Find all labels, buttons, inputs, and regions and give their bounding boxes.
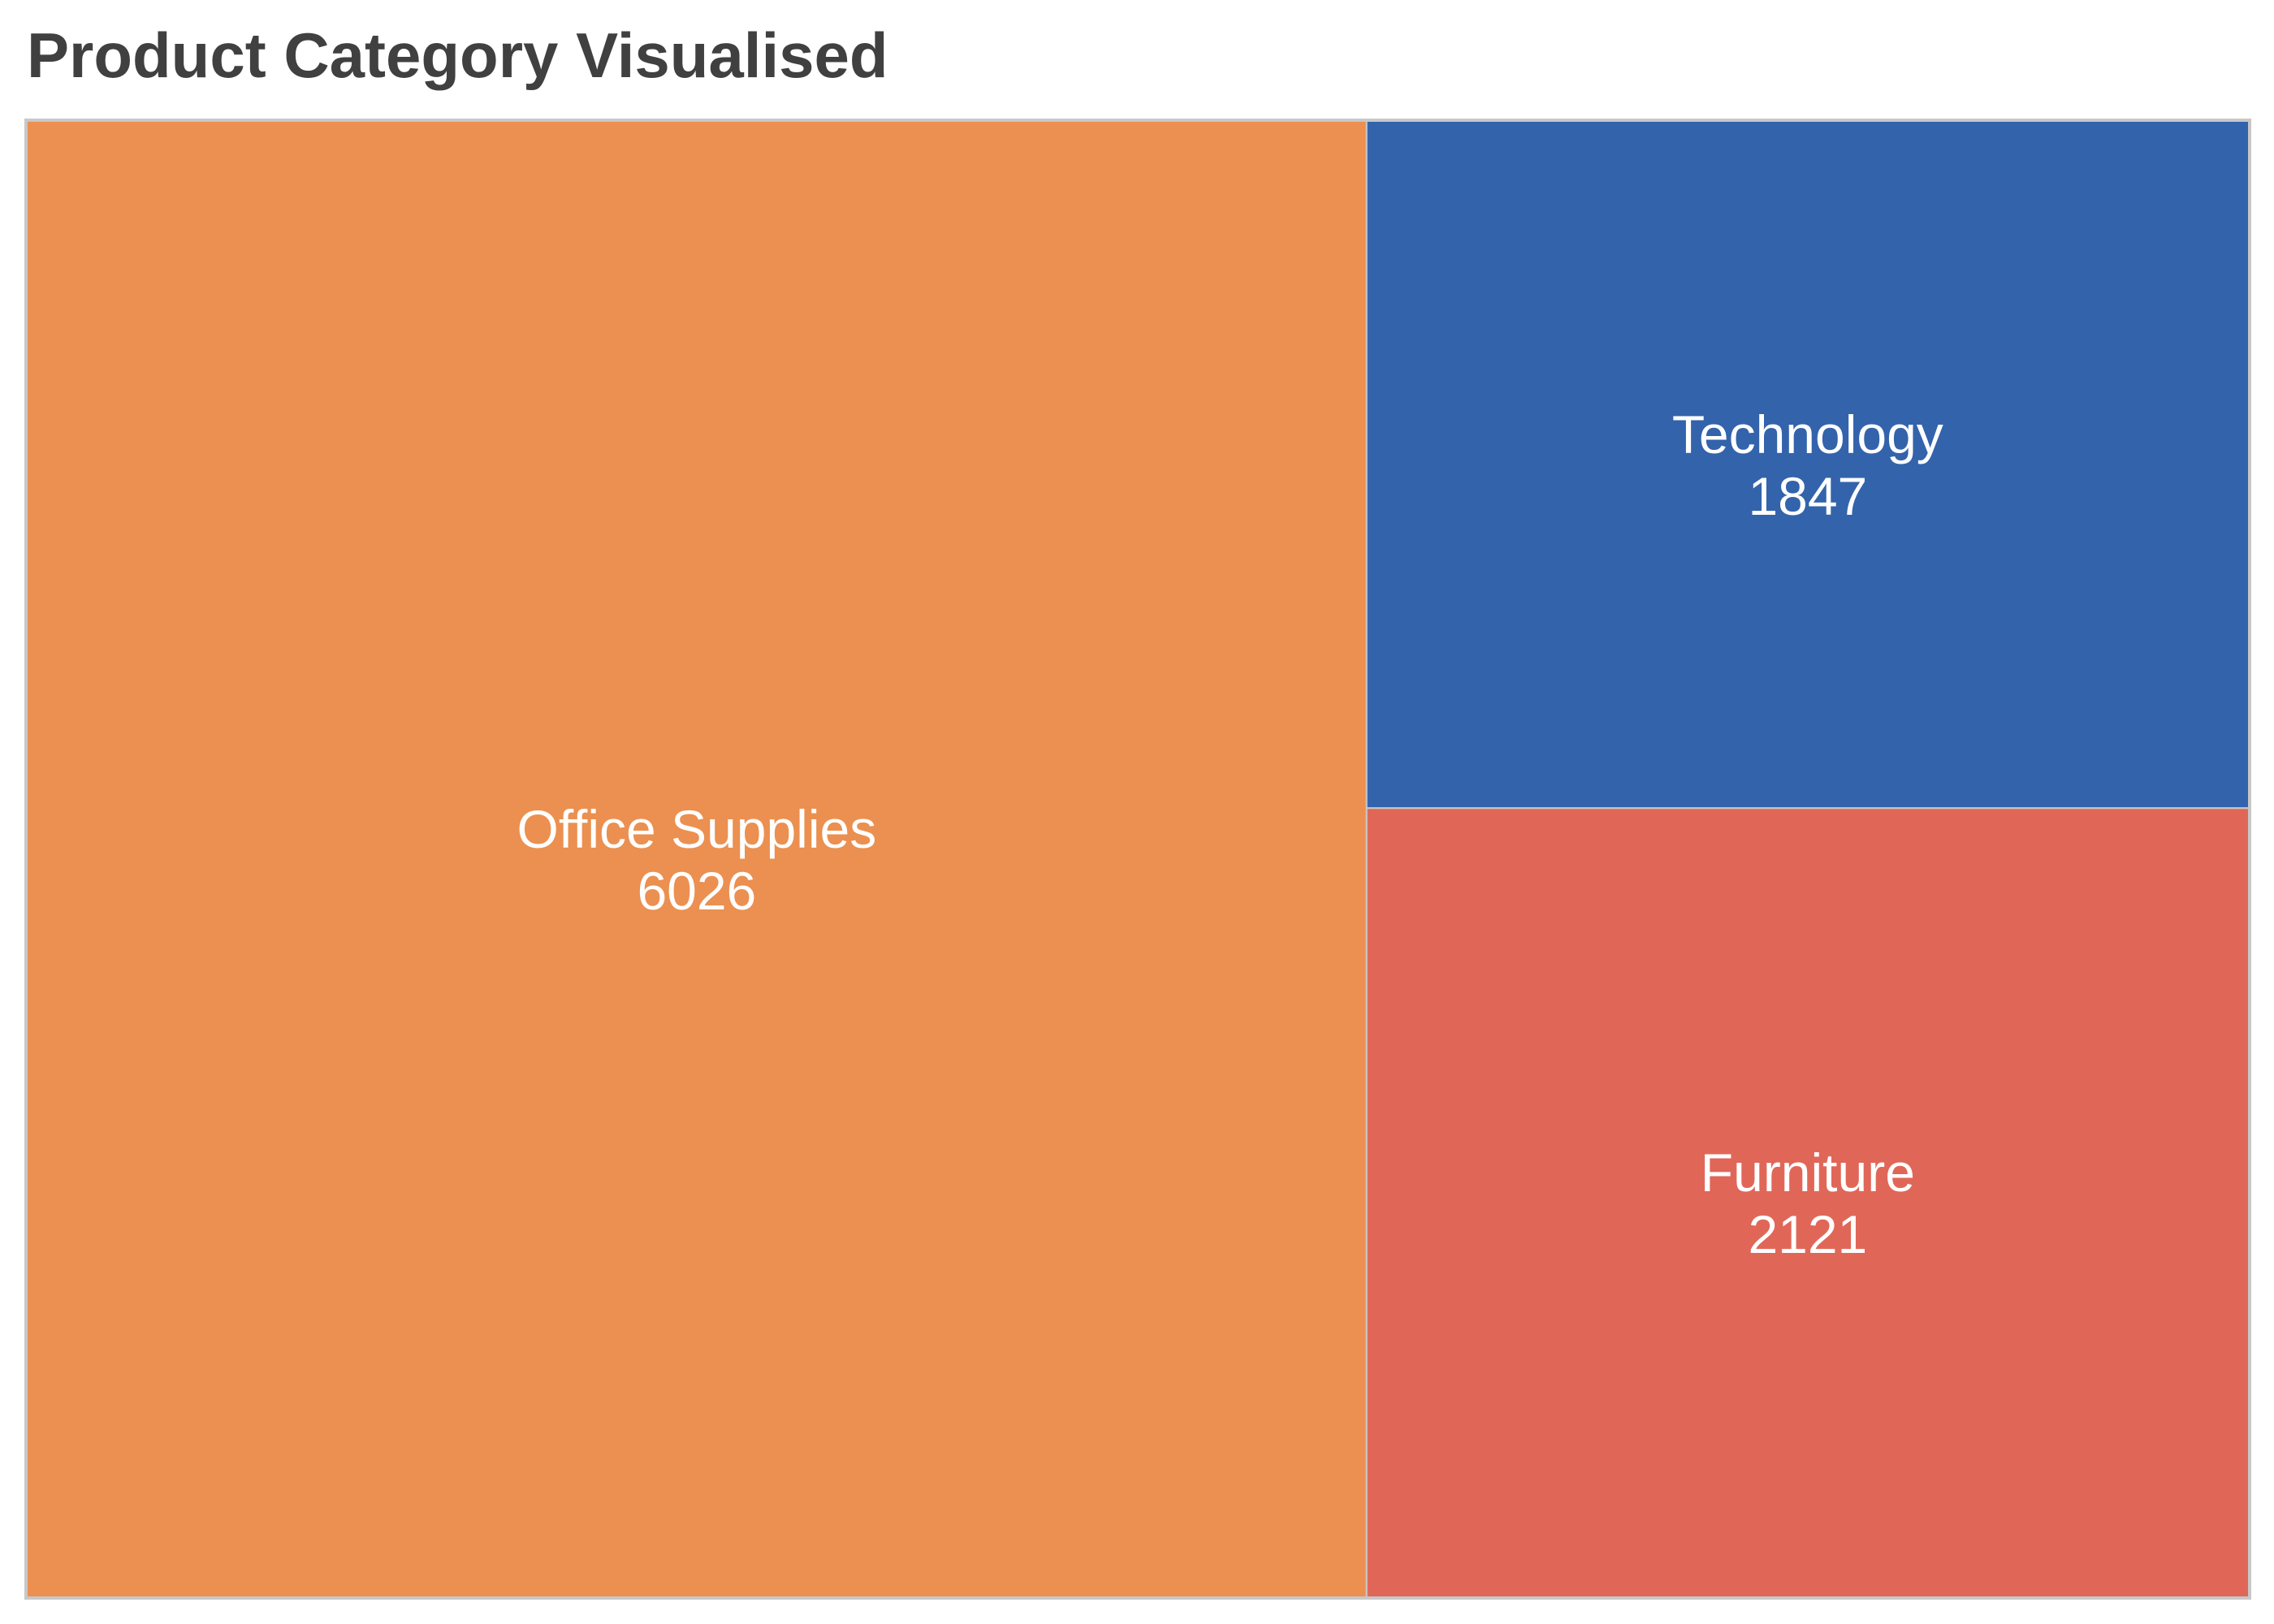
treemap-rect-office-supplies <box>27 121 1368 1597</box>
treemap-chart: Office Supplies 6026 Technology 1847 Furnitu… <box>24 119 2251 1600</box>
treemap-label-office-supplies: Office Supplies <box>517 799 877 859</box>
treemap-rect-technology <box>1365 121 2249 810</box>
treemap-value-office-supplies: 6026 <box>637 861 756 921</box>
treemap-svg: Office Supplies6026Technology1847Furnitu… <box>27 121 2249 1597</box>
treemap-value-furniture: 2121 <box>1748 1204 1867 1264</box>
treemap-label-technology: Technology <box>1672 404 1943 464</box>
chart-title: Product Category Visualised <box>27 19 888 91</box>
treemap-value-technology: 1847 <box>1748 466 1867 526</box>
treemap-label-furniture: Furniture <box>1701 1142 1915 1203</box>
treemap-rect-furniture <box>1365 807 2249 1597</box>
